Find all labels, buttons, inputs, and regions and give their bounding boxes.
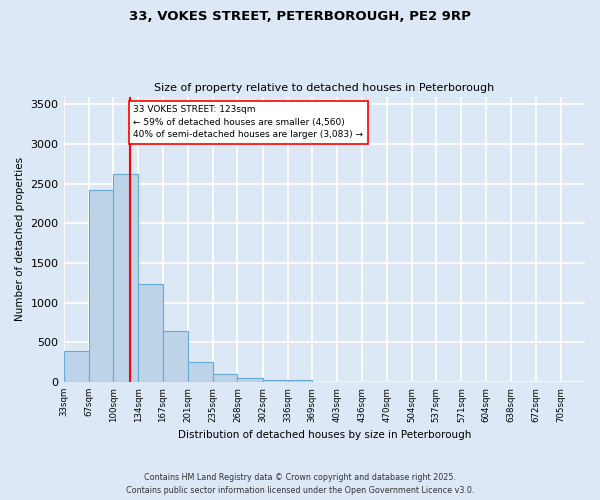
Bar: [163, 331, 188, 382]
Bar: [64, 351, 89, 382]
X-axis label: Distribution of detached houses by size in Peterborough: Distribution of detached houses by size …: [178, 430, 471, 440]
Bar: [138, 284, 163, 382]
Y-axis label: Number of detached properties: Number of detached properties: [15, 157, 25, 322]
Text: 33 VOKES STREET: 123sqm
← 59% of detached houses are smaller (4,560)
40% of semi: 33 VOKES STREET: 123sqm ← 59% of detache…: [133, 106, 363, 140]
Bar: [238, 378, 263, 382]
Bar: [188, 362, 213, 382]
Bar: [263, 380, 287, 382]
Title: Size of property relative to detached houses in Peterborough: Size of property relative to detached ho…: [154, 83, 494, 93]
Bar: [113, 174, 138, 382]
Text: 33, VOKES STREET, PETERBOROUGH, PE2 9RP: 33, VOKES STREET, PETERBOROUGH, PE2 9RP: [129, 10, 471, 23]
Bar: [287, 380, 312, 382]
Bar: [89, 190, 113, 382]
Text: Contains HM Land Registry data © Crown copyright and database right 2025.
Contai: Contains HM Land Registry data © Crown c…: [126, 474, 474, 495]
Bar: [213, 374, 238, 382]
